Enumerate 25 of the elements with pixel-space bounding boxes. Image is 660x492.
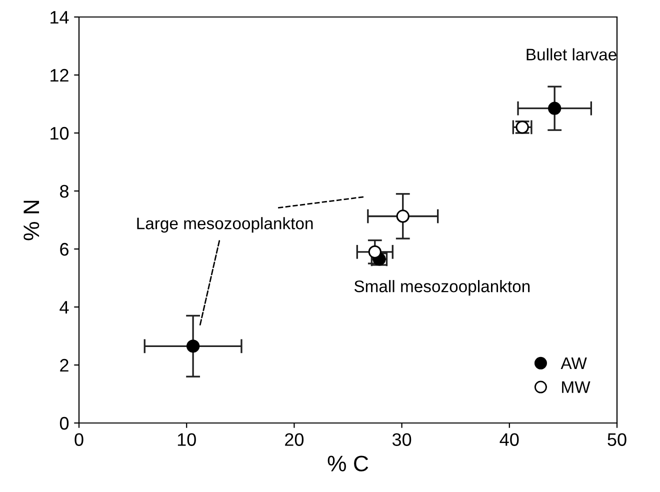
point	[548, 102, 562, 115]
y-tick-label: 6	[60, 242, 68, 256]
legend-label: AW	[560, 358, 587, 370]
y-tick-label: 8	[60, 184, 68, 198]
x-tick-label: 20	[285, 433, 304, 446]
x-tick-label: 40	[500, 433, 519, 446]
x-tick-label: 30	[392, 433, 412, 446]
point	[368, 245, 382, 258]
annotation: Small mesozooplankton	[354, 280, 530, 296]
point	[186, 340, 200, 353]
annotation: Bullet larvae	[526, 48, 616, 60]
point	[396, 210, 410, 223]
y-tick-label: 0	[60, 416, 69, 430]
x-tick-label: 10	[178, 433, 196, 446]
y-tick-label: 10	[50, 126, 69, 140]
y-tick-label: 4	[60, 301, 69, 314]
x-tick-label: 50	[608, 433, 626, 446]
legend-label: MW	[562, 381, 590, 393]
y-axis-title: % N	[24, 200, 40, 240]
y-tick-label: 12	[50, 68, 68, 82]
y-tick-label: 2	[60, 358, 68, 372]
annotation: Large mesozooplankton	[137, 217, 313, 233]
x-axis-title: % C	[328, 456, 368, 472]
x-tick-label: 0	[74, 433, 84, 446]
y-tick-label: 14	[50, 11, 69, 24]
